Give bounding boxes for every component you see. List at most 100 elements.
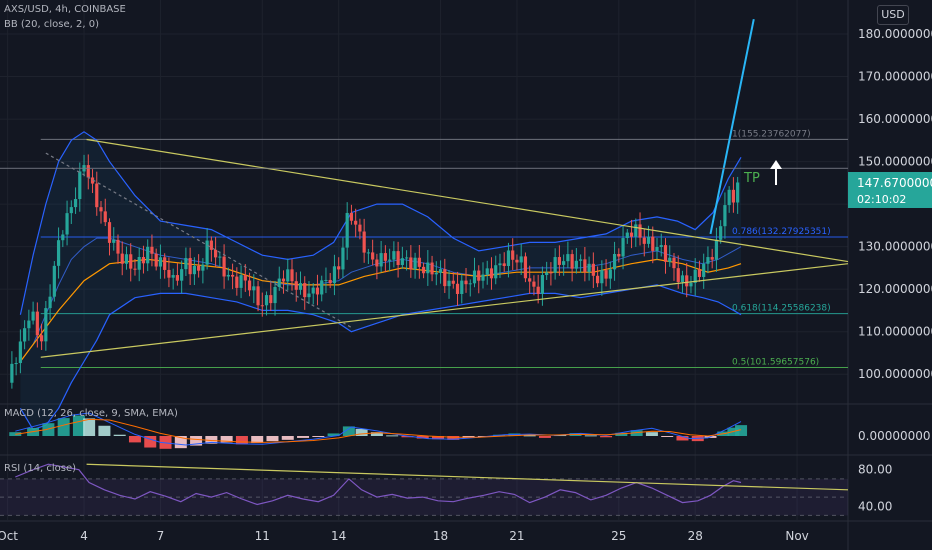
candle-body [95, 183, 99, 208]
bb-legend[interactable]: BB (20, close, 2, 0) [4, 19, 99, 30]
candle-body [294, 281, 298, 290]
macd-histogram-bar [128, 436, 141, 443]
rsi-line [15, 463, 742, 506]
candle-body [167, 269, 171, 278]
candle-body [260, 305, 264, 307]
candle-body [281, 278, 286, 282]
symbol-legend[interactable]: AXS/USD, 4h, COINBASE [4, 4, 126, 15]
macd-histogram-bar [416, 436, 429, 439]
candle-body [264, 295, 269, 306]
candle-body [447, 280, 451, 287]
macd-histogram-bar [600, 436, 613, 438]
candle-body [502, 263, 506, 266]
macd-histogram-bar [554, 435, 567, 437]
candle-body [697, 269, 702, 277]
candle-body [116, 239, 120, 254]
up-arrow-icon [770, 160, 782, 185]
candle-body [286, 269, 290, 282]
candle-body [69, 207, 73, 214]
candle-body [651, 236, 655, 251]
candle-body [396, 251, 400, 265]
bollinger-fill [20, 131, 741, 430]
price-tick-label: 100.00000000 [858, 367, 932, 381]
candle-body [180, 269, 184, 281]
rsi-legend[interactable]: RSI (14, close) [4, 463, 77, 474]
macd-histogram-bar [312, 436, 325, 437]
candle-body [392, 251, 396, 260]
time-tick-label: 21 [509, 529, 524, 543]
candle-body [129, 254, 133, 269]
currency-button[interactable]: USD [877, 5, 909, 25]
candle-body [375, 259, 379, 267]
candle-body [39, 335, 44, 342]
price-tick-label: 150.00000000 [858, 155, 932, 169]
candle-body [668, 257, 672, 262]
candle-body [252, 286, 256, 291]
candle-body [133, 268, 137, 270]
macd-histogram-bar [661, 436, 674, 437]
candle-body [655, 246, 659, 251]
candle-body [298, 283, 303, 290]
macd-histogram-bar [386, 435, 399, 437]
tp-label: TP [743, 171, 760, 186]
price-tick-label: 160.00000000 [858, 112, 932, 126]
macd-histogram-bar [401, 436, 414, 438]
candle-body [107, 222, 112, 243]
candle-body [494, 265, 498, 279]
trendline-triangle-upper [86, 138, 849, 263]
candle-body [519, 256, 523, 263]
macd-histogram-bar [676, 436, 689, 441]
candle-body [629, 232, 634, 237]
macd-histogram-bar [190, 436, 203, 446]
macd-histogram-bar [57, 418, 70, 436]
candle-body [417, 257, 421, 267]
candle-body [481, 274, 485, 281]
candle-body [706, 257, 710, 264]
candle-body [710, 257, 714, 260]
trendline-triangle-lower [40, 263, 849, 358]
candle-body [528, 278, 532, 282]
candle-body [680, 275, 685, 282]
macd-histogram-bar [342, 426, 355, 436]
macd-legend[interactable]: MACD (12, 26, close, 9, SMA, EMA) [4, 408, 178, 419]
rsi-tick-label: 40.00 [858, 499, 892, 513]
candle-body [349, 212, 354, 221]
price-tick-label: 130.00000000 [858, 240, 932, 254]
candle-body [137, 257, 141, 270]
candle-body [158, 257, 163, 267]
time-tick-label: Oct [0, 529, 18, 543]
candle-body [44, 308, 48, 342]
macd-histogram-bar [327, 433, 340, 436]
candle-body [515, 259, 519, 263]
candle-body [14, 363, 18, 365]
time-tick-label: 14 [331, 529, 346, 543]
candle-body [86, 165, 90, 178]
macd-histogram-bar [615, 432, 628, 436]
candle-body [612, 253, 617, 270]
candle-body [383, 253, 387, 261]
candle-body [218, 256, 222, 258]
candle-body [511, 250, 515, 260]
candle-body [702, 263, 706, 277]
trendlines[interactable] [0, 18, 849, 358]
candle-body [600, 270, 604, 284]
candle-body [23, 328, 27, 342]
candle-body [290, 269, 294, 282]
candle-body [269, 295, 273, 304]
macd-signal-line [15, 418, 742, 443]
macd-histogram-bar [432, 436, 445, 440]
candle-body [277, 278, 281, 288]
macd-histogram-bar [281, 436, 294, 440]
macd-histogram-bar [645, 432, 658, 436]
candle-body [112, 239, 116, 243]
candle-body [714, 239, 719, 260]
macd-histogram-bar [220, 436, 233, 443]
trendline-projection [709, 18, 755, 235]
candle-body [18, 341, 22, 364]
price-tick-label: 110.00000000 [858, 325, 932, 339]
candle-body [188, 258, 192, 275]
candle-body [498, 263, 502, 266]
fib-level-label: 0.786(132.27925351) [732, 227, 831, 237]
candle-body [685, 275, 689, 287]
